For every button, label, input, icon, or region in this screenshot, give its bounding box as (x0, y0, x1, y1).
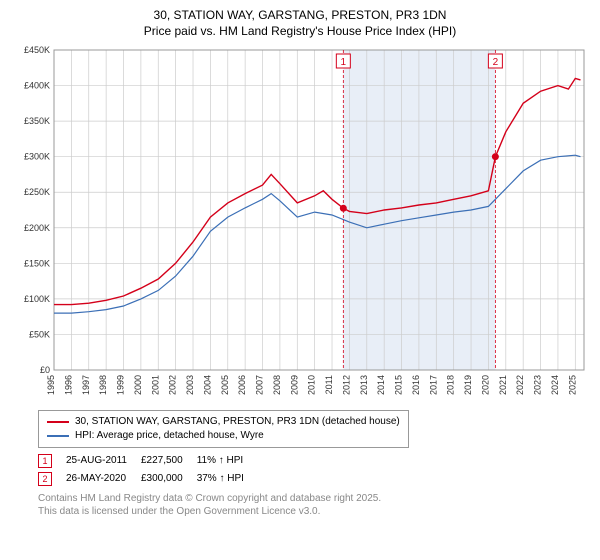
svg-text:£0: £0 (40, 365, 50, 375)
svg-text:2014: 2014 (376, 375, 386, 395)
marker-table: 1 25-AUG-2011£227,50011% ↑ HPI 2 26-MAY-202… (38, 452, 258, 488)
chart-title-line2: Price paid vs. HM Land Registry's House … (10, 24, 590, 38)
marker-badge: 2 (38, 472, 52, 486)
svg-text:2010: 2010 (307, 375, 317, 395)
footer-line2: This data is licensed under the Open Gov… (38, 506, 320, 517)
marker-row: 1 25-AUG-2011£227,50011% ↑ HPI (38, 452, 258, 470)
svg-text:2021: 2021 (498, 375, 508, 395)
marker-delta: 11% ↑ HPI (197, 452, 258, 470)
legend-swatch (47, 421, 69, 423)
marker-price: £227,500 (141, 452, 197, 470)
svg-text:2018: 2018 (446, 375, 456, 395)
footer-note: Contains HM Land Registry data © Crown c… (38, 492, 590, 518)
svg-text:1998: 1998 (98, 375, 108, 395)
svg-text:1: 1 (341, 57, 347, 68)
legend-label: 30, STATION WAY, GARSTANG, PRESTON, PR3 … (75, 415, 400, 429)
footer-line1: Contains HM Land Registry data © Crown c… (38, 493, 381, 504)
chart-title-line1: 30, STATION WAY, GARSTANG, PRESTON, PR3 … (10, 8, 590, 24)
svg-text:2: 2 (493, 57, 499, 68)
svg-text:£300K: £300K (24, 151, 50, 161)
svg-text:2019: 2019 (463, 375, 473, 395)
svg-text:2008: 2008 (272, 375, 282, 395)
svg-text:1997: 1997 (81, 375, 91, 395)
svg-text:2003: 2003 (185, 375, 195, 395)
svg-text:2025: 2025 (567, 375, 577, 395)
chart-plot: £0 £50K £100K £150K £200K £250K £300K £350K £400… (10, 44, 590, 404)
marker-row: 2 26-MAY-2020£300,00037% ↑ HPI (38, 470, 258, 488)
svg-text:2005: 2005 (220, 375, 230, 395)
svg-text:2017: 2017 (428, 375, 438, 395)
svg-text:2016: 2016 (411, 375, 421, 395)
svg-text:2001: 2001 (150, 375, 160, 395)
svg-text:2022: 2022 (515, 375, 525, 395)
svg-text:£150K: £150K (24, 258, 50, 268)
marker-date: 26-MAY-2020 (66, 470, 141, 488)
svg-text:2024: 2024 (550, 375, 560, 395)
svg-text:£100K: £100K (24, 293, 50, 303)
svg-text:2007: 2007 (255, 375, 265, 395)
svg-text:2006: 2006 (237, 375, 247, 395)
legend-label: HPI: Average price, detached house, Wyre (75, 429, 264, 443)
svg-text:2004: 2004 (202, 375, 212, 395)
svg-text:2000: 2000 (133, 375, 143, 395)
legend-item: 30, STATION WAY, GARSTANG, PRESTON, PR3 … (47, 415, 400, 429)
svg-text:2012: 2012 (341, 375, 351, 395)
svg-text:£400K: £400K (24, 80, 50, 90)
marker-date: 25-AUG-2011 (66, 452, 141, 470)
svg-text:1995: 1995 (46, 375, 56, 395)
marker-price: £300,000 (141, 470, 197, 488)
legend: 30, STATION WAY, GARSTANG, PRESTON, PR3 … (38, 410, 409, 448)
svg-text:2015: 2015 (394, 375, 404, 395)
svg-text:2009: 2009 (289, 375, 299, 395)
marker-badge: 1 (38, 454, 52, 468)
chart-container: 30, STATION WAY, GARSTANG, PRESTON, PR3 … (0, 0, 600, 518)
marker-delta: 37% ↑ HPI (197, 470, 258, 488)
svg-text:2023: 2023 (533, 375, 543, 395)
svg-text:2011: 2011 (324, 375, 334, 394)
svg-text:2013: 2013 (359, 375, 369, 395)
svg-text:£350K: £350K (24, 116, 50, 126)
legend-item: HPI: Average price, detached house, Wyre (47, 429, 400, 443)
svg-text:2020: 2020 (480, 375, 490, 395)
svg-text:£200K: £200K (24, 222, 50, 232)
svg-text:£50K: £50K (29, 329, 50, 339)
svg-text:1999: 1999 (116, 375, 126, 395)
svg-text:£250K: £250K (24, 187, 50, 197)
svg-text:2002: 2002 (168, 375, 178, 395)
svg-text:1996: 1996 (63, 375, 73, 395)
legend-swatch (47, 435, 69, 437)
svg-text:£450K: £450K (24, 45, 50, 55)
